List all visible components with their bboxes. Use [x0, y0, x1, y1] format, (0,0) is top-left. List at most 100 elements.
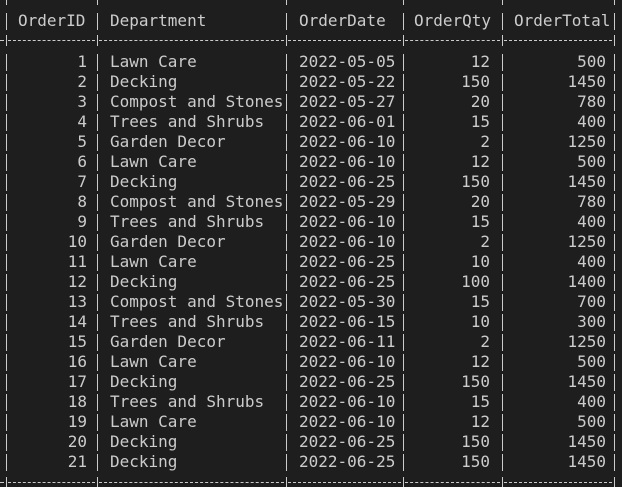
- border-junction: [286, 477, 287, 487]
- column-divider: [403, 274, 404, 291]
- column-divider: [286, 394, 287, 411]
- border-junction: [97, 35, 98, 46]
- border-dashes: [99, 482, 284, 483]
- cell-department: Garden Decor: [110, 232, 226, 251]
- column-divider: [403, 294, 404, 311]
- cell-ordertotal: 500: [577, 412, 606, 431]
- column-divider: [403, 114, 404, 131]
- cell-ordertotal: 1450: [567, 432, 606, 451]
- column-divider: [6, 194, 7, 211]
- cell-ordertotal: 500: [577, 152, 606, 171]
- cell-orderqty: 100: [461, 272, 490, 291]
- table-row: 14 Trees and Shrubs 2022-06-15 10 300: [0, 312, 622, 332]
- column-divider: [6, 13, 7, 30]
- column-divider: [502, 74, 503, 91]
- column-divider: [97, 94, 98, 111]
- cell-orderdate: 2022-06-11: [299, 332, 396, 351]
- column-divider: [286, 114, 287, 131]
- column-divider: [614, 13, 615, 30]
- cell-orderdate: 2022-05-30: [299, 292, 396, 311]
- column-divider: [502, 154, 503, 171]
- column-divider: [403, 434, 404, 451]
- cell-orderqty: 12: [470, 412, 490, 431]
- table-row: 11 Lawn Care 2022-06-25 10 400: [0, 252, 622, 272]
- column-divider: [286, 354, 287, 371]
- border-junction: [403, 477, 404, 487]
- border-dashes: [405, 40, 500, 41]
- cell-orderqty: 20: [470, 192, 490, 211]
- column-divider: [6, 274, 7, 291]
- column-divider: [6, 74, 7, 91]
- cell-ordertotal: 400: [577, 212, 606, 231]
- cell-orderqty: 2: [480, 332, 490, 351]
- cell-orderqty: 15: [470, 112, 490, 131]
- cell-orderid: 3: [77, 92, 87, 111]
- header-department: Department: [110, 11, 207, 30]
- table-row: 6 Lawn Care 2022-06-10 12 500: [0, 152, 622, 172]
- cell-orderdate: 2022-06-25: [299, 372, 396, 391]
- column-divider: [97, 174, 98, 191]
- column-divider: [614, 134, 615, 151]
- column-divider: [97, 214, 98, 231]
- column-divider: [97, 414, 98, 431]
- cell-department: Lawn Care: [110, 52, 197, 71]
- column-divider: [97, 454, 98, 471]
- column-divider: [614, 254, 615, 271]
- cell-orderqty: 15: [470, 212, 490, 231]
- column-divider: [502, 334, 503, 351]
- border-dashes: [405, 482, 500, 483]
- column-divider: [502, 194, 503, 211]
- column-divider: [286, 13, 287, 30]
- cell-orderdate: 2022-06-25: [299, 252, 396, 271]
- header-orderqty: OrderQty: [414, 11, 492, 30]
- header-orderid: OrderID: [18, 11, 86, 30]
- column-divider: [403, 374, 404, 391]
- column-divider: [286, 174, 287, 191]
- cell-ordertotal: 1450: [567, 452, 606, 471]
- cell-orderdate: 2022-05-29: [299, 192, 396, 211]
- border-junction: [6, 35, 7, 46]
- column-divider: [286, 274, 287, 291]
- column-divider: [6, 254, 7, 271]
- column-divider: [502, 214, 503, 231]
- column-divider: [403, 234, 404, 251]
- border-dashes: [288, 40, 401, 41]
- column-divider: [502, 94, 503, 111]
- cell-department: Trees and Shrubs: [110, 112, 265, 131]
- table-row: 16 Lawn Care 2022-06-10 12 500: [0, 352, 622, 372]
- table-row: 9 Trees and Shrubs 2022-06-10 15 400: [0, 212, 622, 232]
- cell-department: Garden Decor: [110, 132, 226, 151]
- cell-orderid: 19: [67, 412, 87, 431]
- border-dashes: [504, 40, 612, 41]
- column-divider: [97, 434, 98, 451]
- column-divider: [502, 114, 503, 131]
- cell-department: Trees and Shrubs: [110, 392, 265, 411]
- column-divider: [502, 274, 503, 291]
- cell-orderid: 21: [67, 452, 87, 471]
- cell-orderid: 12: [67, 272, 87, 291]
- column-divider: [614, 114, 615, 131]
- border-dashes: [8, 482, 95, 483]
- cell-orderid: 20: [67, 432, 87, 451]
- cell-orderdate: 2022-06-10: [299, 132, 396, 151]
- cell-orderqty: 12: [470, 152, 490, 171]
- column-divider: [502, 134, 503, 151]
- cell-orderdate: 2022-06-10: [299, 152, 396, 171]
- cell-department: Decking: [110, 372, 178, 391]
- column-divider: [502, 434, 503, 451]
- column-divider: [97, 74, 98, 91]
- column-divider: [614, 454, 615, 471]
- column-divider: [97, 294, 98, 311]
- column-divider: [403, 154, 404, 171]
- border-junction: [403, 0, 404, 5]
- cell-orderqty: 10: [470, 312, 490, 331]
- cell-orderid: 15: [67, 332, 87, 351]
- cell-orderid: 5: [77, 132, 87, 151]
- border-junction: [6, 477, 7, 487]
- column-divider: [6, 454, 7, 471]
- cell-orderqty: 150: [461, 372, 490, 391]
- column-divider: [614, 154, 615, 171]
- column-divider: [97, 394, 98, 411]
- table-header-row: OrderID Department OrderDate OrderQty Or…: [0, 11, 622, 31]
- cell-department: Decking: [110, 172, 178, 191]
